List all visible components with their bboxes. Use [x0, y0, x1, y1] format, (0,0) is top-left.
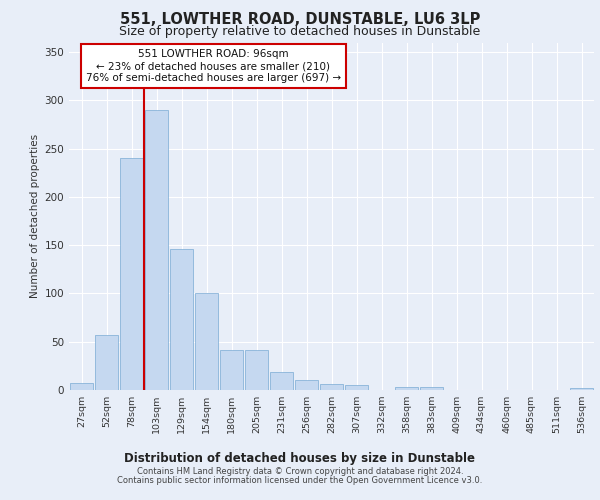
Bar	[245, 350, 268, 390]
Bar	[145, 110, 168, 390]
Bar	[320, 384, 343, 390]
Text: 551 LOWTHER ROAD: 96sqm
← 23% of detached houses are smaller (210)
76% of semi-d: 551 LOWTHER ROAD: 96sqm ← 23% of detache…	[86, 50, 341, 82]
Bar	[195, 294, 218, 390]
Text: Contains public sector information licensed under the Open Government Licence v3: Contains public sector information licen…	[118, 476, 482, 485]
Text: Distribution of detached houses by size in Dunstable: Distribution of detached houses by size …	[125, 452, 476, 465]
Bar	[120, 158, 143, 390]
Text: Contains HM Land Registry data © Crown copyright and database right 2024.: Contains HM Land Registry data © Crown c…	[137, 467, 463, 476]
Bar	[70, 383, 93, 390]
Bar	[295, 380, 318, 390]
Bar	[395, 387, 418, 390]
Bar	[420, 387, 443, 390]
Text: 551, LOWTHER ROAD, DUNSTABLE, LU6 3LP: 551, LOWTHER ROAD, DUNSTABLE, LU6 3LP	[120, 12, 480, 28]
Bar	[270, 372, 293, 390]
Bar	[170, 249, 193, 390]
Bar	[345, 385, 368, 390]
Bar	[220, 350, 243, 390]
Text: Size of property relative to detached houses in Dunstable: Size of property relative to detached ho…	[119, 25, 481, 38]
Bar	[95, 335, 118, 390]
Y-axis label: Number of detached properties: Number of detached properties	[30, 134, 40, 298]
Bar	[570, 388, 593, 390]
